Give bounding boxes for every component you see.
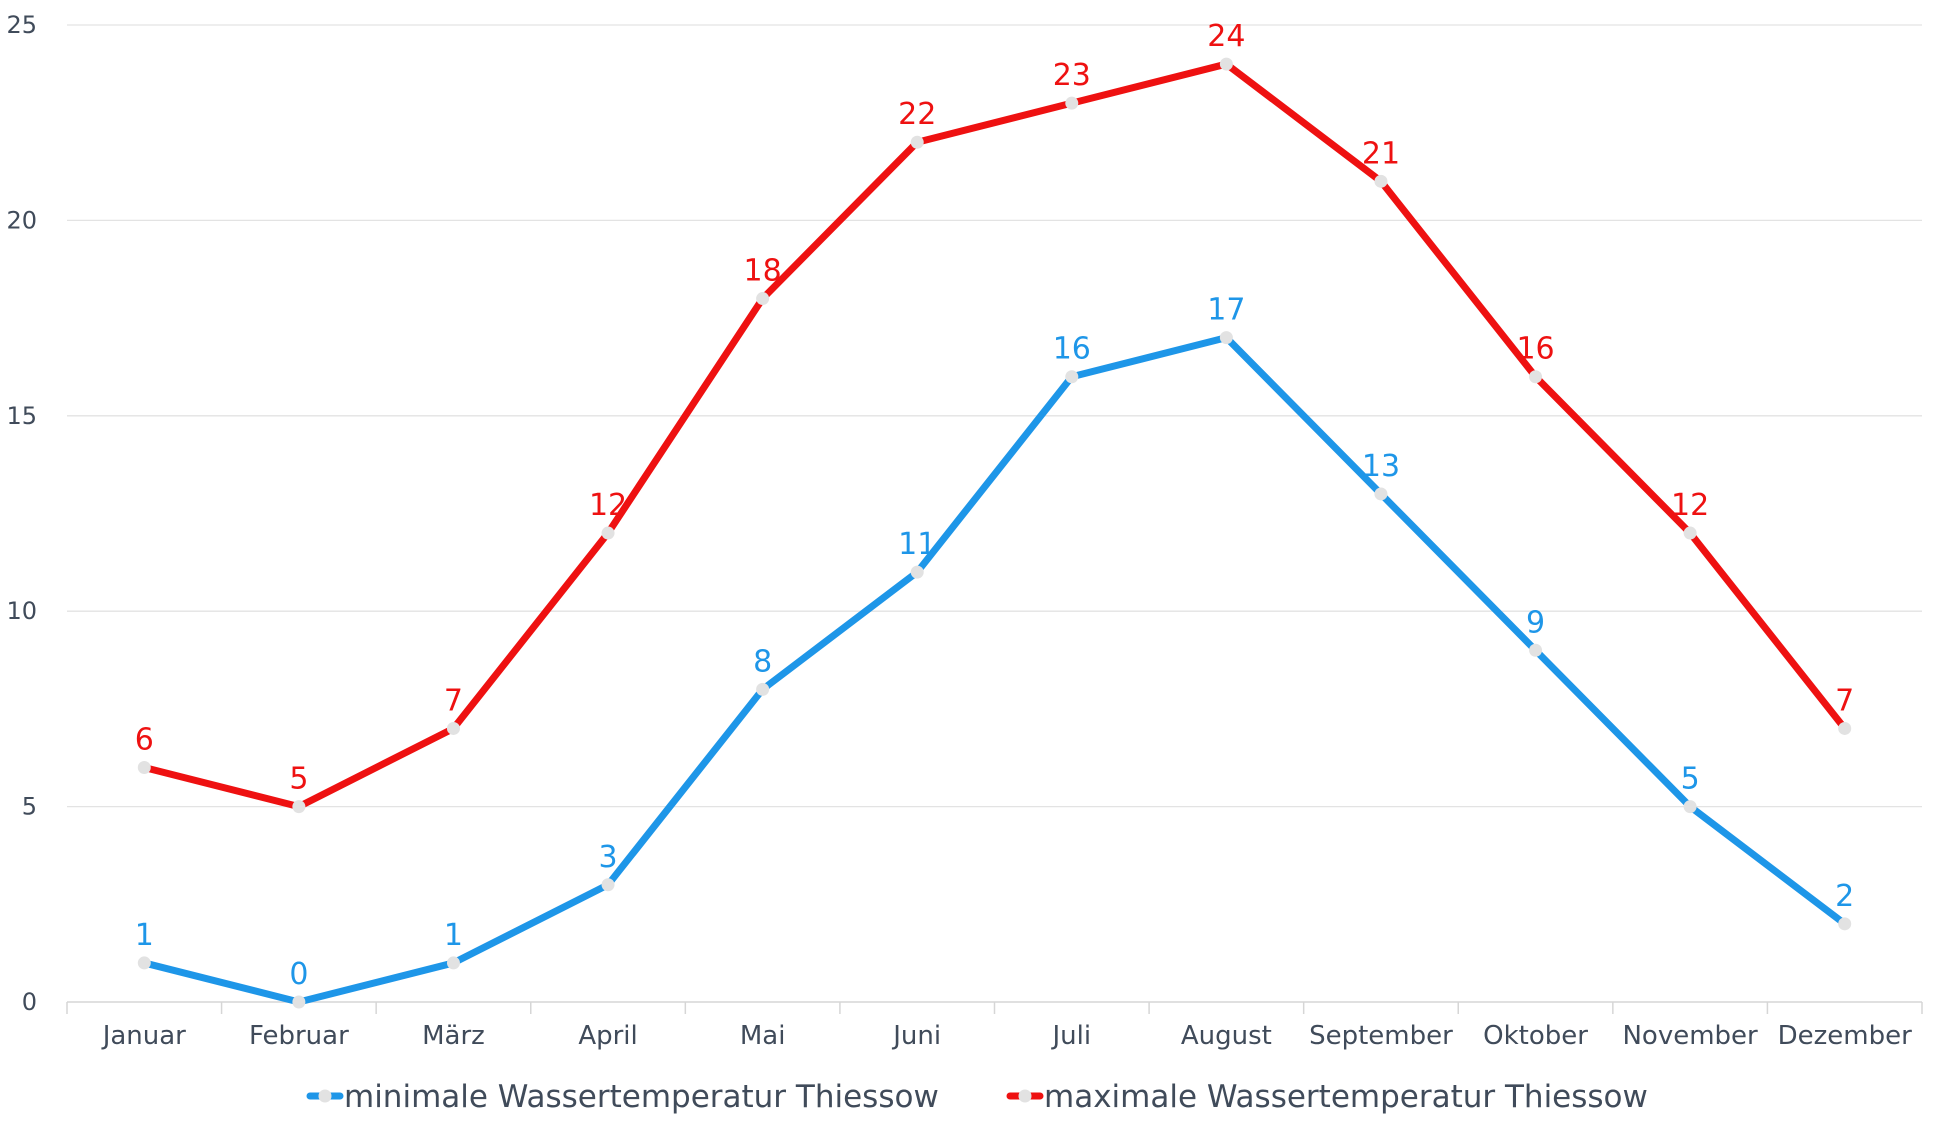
- data-label: 3: [598, 840, 617, 875]
- y-tick-label: 10: [6, 597, 37, 625]
- y-tick-label: 20: [6, 206, 37, 234]
- data-point: [601, 526, 615, 540]
- data-point: [292, 995, 306, 1009]
- data-point: [1683, 526, 1697, 540]
- data-label: 16: [1053, 332, 1091, 367]
- x-tick-label: Dezember: [1778, 1021, 1912, 1051]
- data-point: [446, 956, 460, 970]
- data-point: [1065, 96, 1079, 110]
- data-label: 9: [1526, 605, 1545, 640]
- series-lines: [137, 57, 1852, 1009]
- legend-swatch-marker: [1018, 1089, 1032, 1103]
- legend: minimale Wassertemperatur Thiessow maxima…: [306, 1079, 1648, 1115]
- data-point: [1683, 800, 1697, 814]
- data-point: [756, 682, 770, 696]
- data-point: [292, 800, 306, 814]
- y-tick-label: 25: [6, 11, 37, 39]
- x-tick-label: August: [1181, 1021, 1272, 1051]
- x-tick-label: November: [1622, 1021, 1758, 1051]
- y-tick-label: 0: [22, 988, 37, 1016]
- data-label: 22: [898, 97, 936, 132]
- x-tick-label: April: [578, 1021, 637, 1051]
- data-label: 16: [1516, 332, 1554, 367]
- data-point: [1838, 917, 1852, 931]
- data-label: 17: [1207, 293, 1245, 328]
- legend-label: minimale Wassertemperatur Thiessow: [344, 1079, 939, 1115]
- series-line-0: [140, 334, 1849, 1006]
- data-point: [1374, 174, 1388, 188]
- x-tick-label: Juli: [1050, 1021, 1091, 1051]
- data-point: [1529, 370, 1543, 384]
- x-tick-label: September: [1309, 1021, 1453, 1051]
- data-point: [1219, 331, 1233, 345]
- data-label: 5: [1681, 762, 1700, 797]
- data-point: [446, 721, 460, 735]
- x-tick-label: Januar: [101, 1021, 186, 1051]
- data-point: [1838, 721, 1852, 735]
- x-tick-label: Mai: [740, 1021, 786, 1051]
- grid-lines: [67, 24, 1922, 808]
- data-point: [1529, 643, 1543, 657]
- data-label: 1: [135, 918, 154, 953]
- data-label: 1: [444, 918, 463, 953]
- data-label: 13: [1362, 449, 1400, 484]
- data-point: [1065, 370, 1079, 384]
- data-label: 5: [289, 762, 308, 797]
- data-point: [601, 878, 615, 892]
- x-tick-label: Juni: [891, 1021, 941, 1051]
- data-label: 18: [744, 254, 782, 289]
- x-tick-label: Februar: [249, 1021, 349, 1051]
- series-line-1: [140, 60, 1849, 811]
- data-label: 12: [1671, 488, 1709, 523]
- data-label: 8: [753, 644, 772, 679]
- data-point: [910, 565, 924, 579]
- data-label: 23: [1053, 58, 1091, 93]
- data-point: [137, 761, 151, 775]
- y-tick-label: 15: [6, 402, 37, 430]
- data-label: 2: [1835, 879, 1854, 914]
- y-tick-label: 5: [22, 793, 37, 821]
- x-tick-label: Oktober: [1483, 1021, 1588, 1051]
- data-label: 7: [444, 683, 463, 718]
- data-label: 6: [135, 723, 154, 758]
- data-point: [137, 956, 151, 970]
- data-point: [756, 292, 770, 306]
- data-point: [1374, 487, 1388, 501]
- data-label: 12: [589, 488, 627, 523]
- x-tick-label: März: [422, 1021, 485, 1051]
- data-label: 11: [898, 527, 936, 562]
- data-label: 24: [1207, 19, 1245, 54]
- legend-swatch-marker: [318, 1089, 332, 1103]
- data-label: 21: [1362, 136, 1400, 171]
- data-label: 7: [1835, 683, 1854, 718]
- data-point: [910, 135, 924, 149]
- legend-label: maximale Wassertemperatur Thiessow: [1044, 1079, 1648, 1115]
- data-label: 0: [289, 957, 308, 992]
- data-point: [1219, 57, 1233, 71]
